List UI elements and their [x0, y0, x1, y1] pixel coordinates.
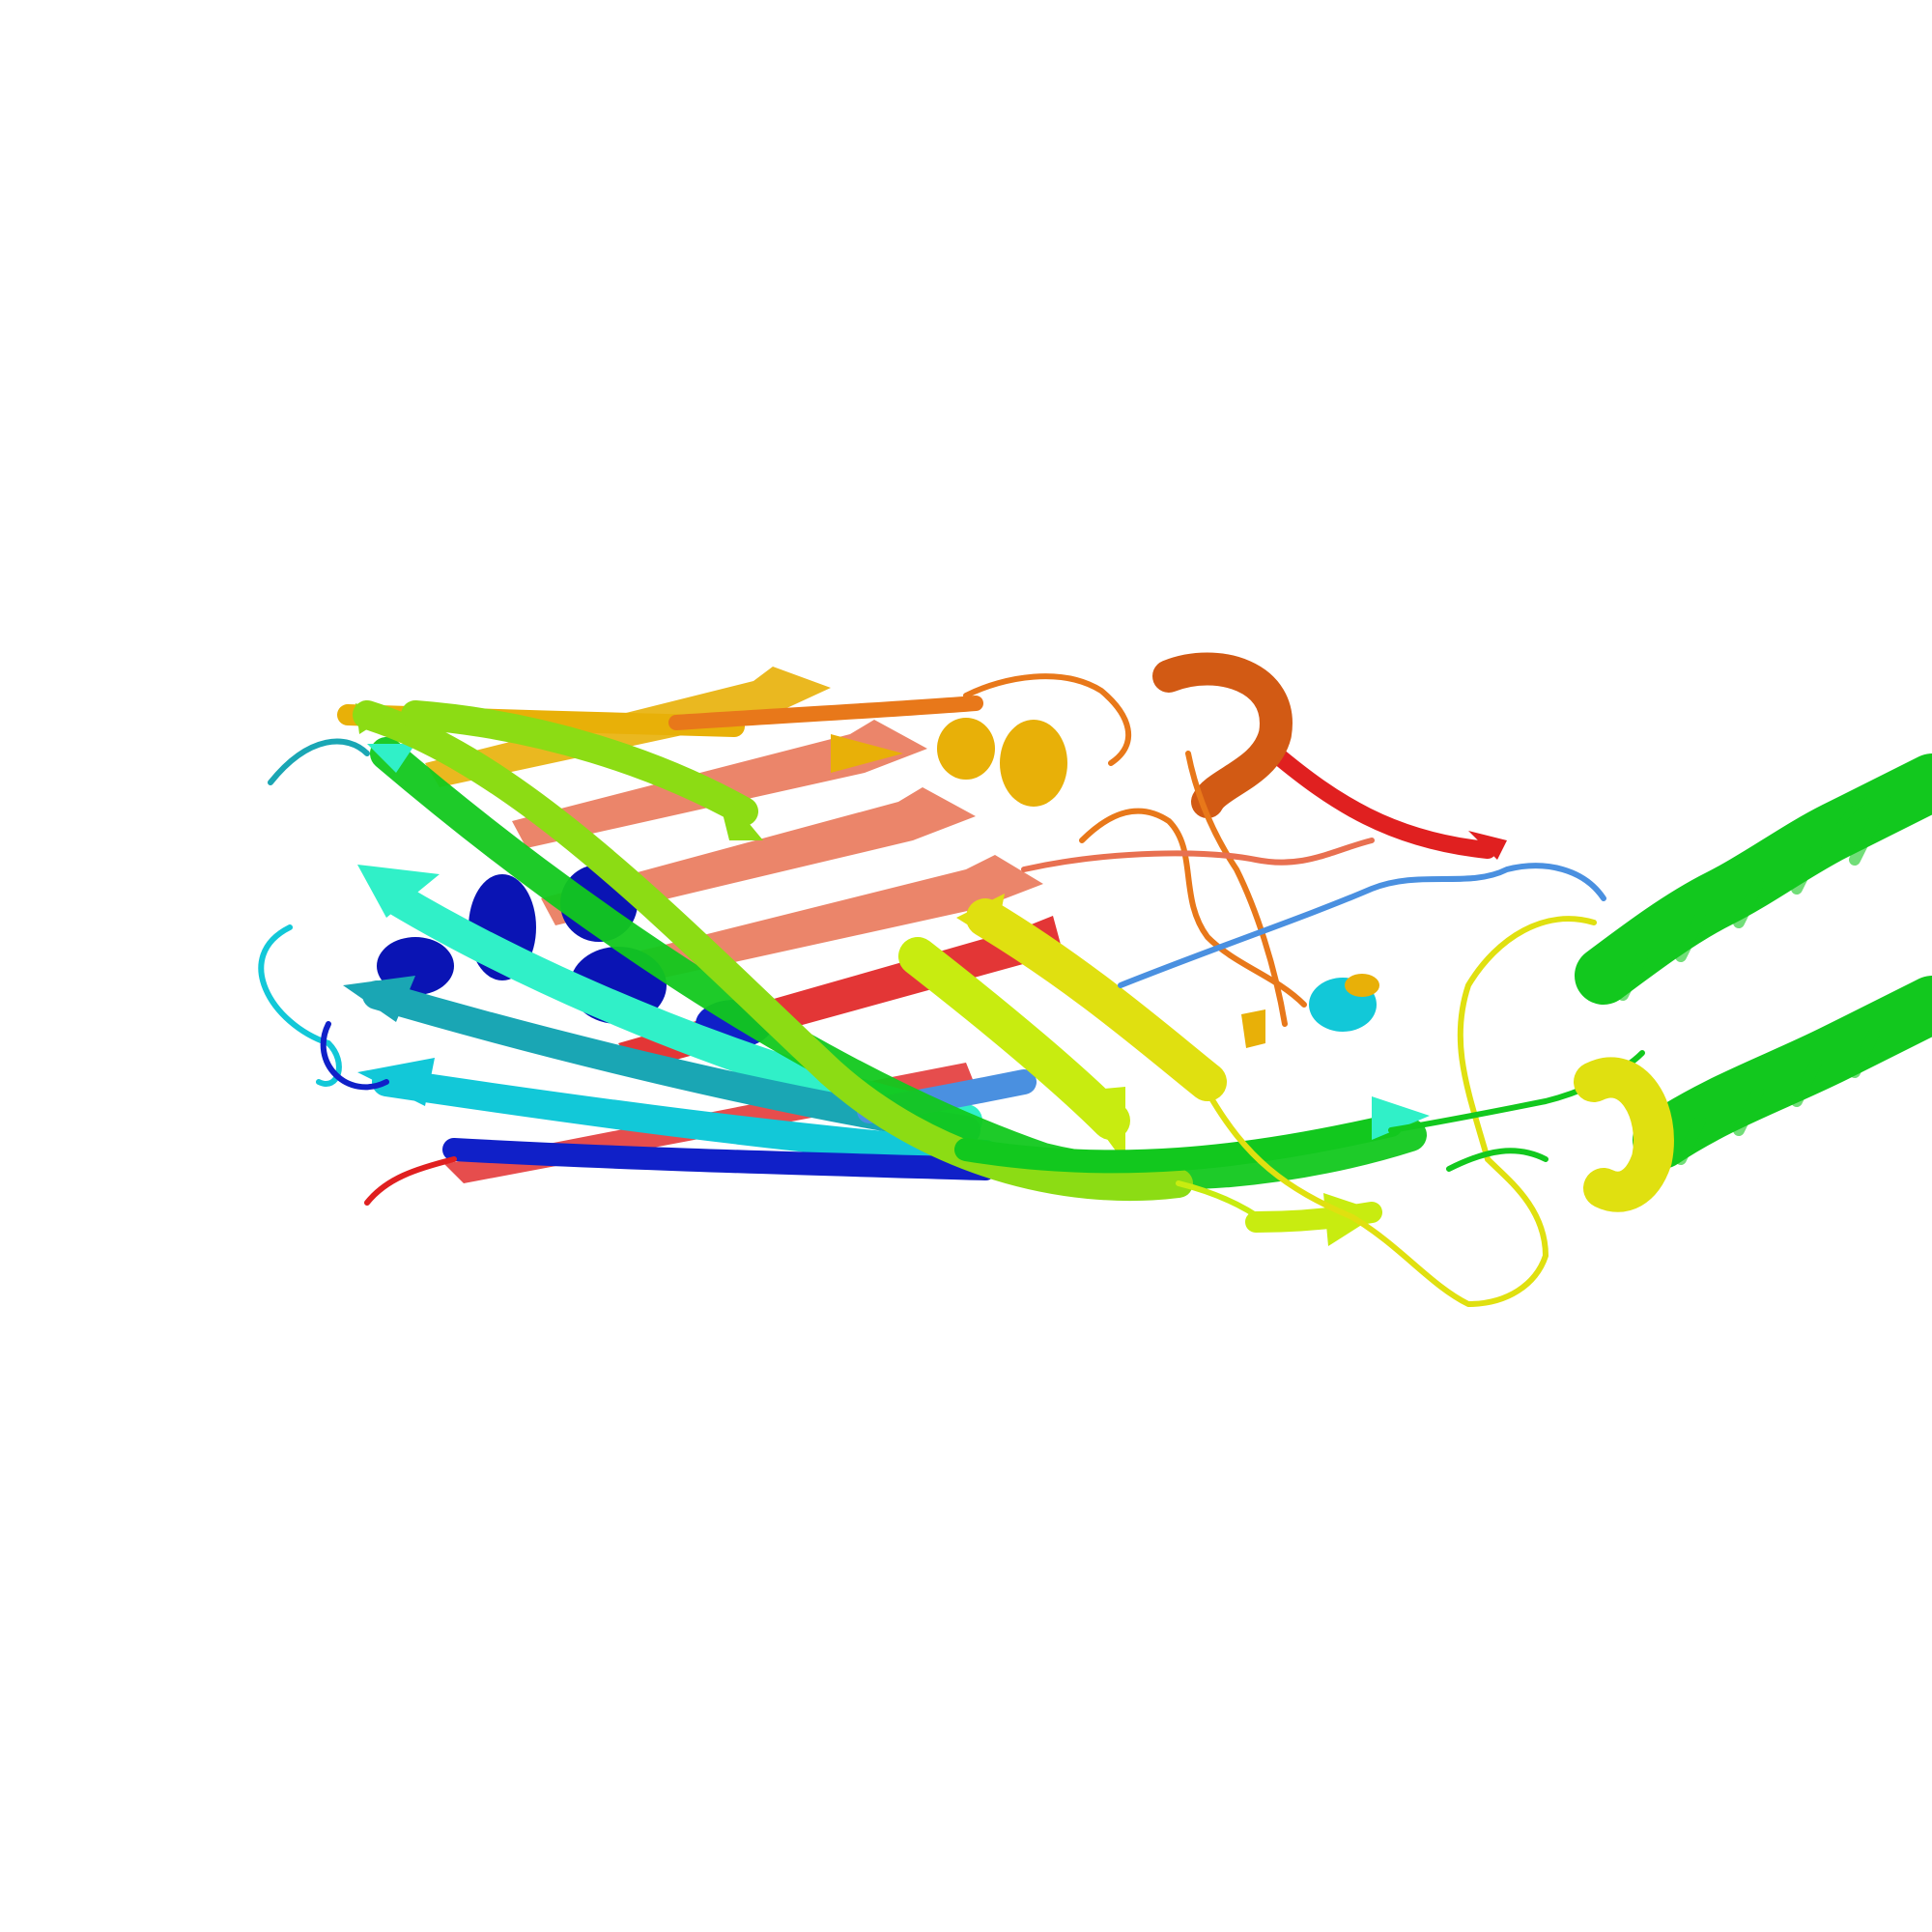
beta-strand-right-red-arrow — [1468, 831, 1507, 860]
front-sheet — [353, 700, 1430, 1246]
loop-salmon — [1021, 838, 1375, 872]
helix-green-upper — [1575, 753, 1932, 1005]
beta-strand-yellow-arrow — [956, 894, 1005, 942]
right-helices — [1574, 753, 1932, 1212]
beta-strand-blue — [442, 1138, 997, 1180]
beta-strand-yellow — [966, 898, 1227, 1101]
beta-strand-chartreuse-arrow — [1072, 1087, 1125, 1164]
strand-tiny-gold — [1241, 1009, 1265, 1048]
loop-green-2 — [1446, 1148, 1548, 1172]
loop-yellow-1 — [1205, 1089, 1355, 1220]
helix-gold-1 — [937, 718, 995, 780]
beta-strand-teal-arrow — [343, 976, 415, 1022]
loop-red-bottom — [364, 1156, 457, 1206]
loop-orange-1 — [963, 673, 1131, 766]
loop-orange-2 — [1079, 808, 1307, 1008]
loop-yellow-3 — [1457, 916, 1597, 1162]
helix-green-lower — [1633, 976, 1932, 1169]
helix-yellow-right — [1574, 1057, 1674, 1212]
helix-gold-2 — [1000, 720, 1067, 807]
beta-strand-lime-diagonal — [353, 700, 1193, 1202]
helix-green-upper-turns — [1617, 815, 1880, 1001]
beta-strand-cyan-1-arrow — [357, 865, 440, 918]
beta-strand-sky-arrow — [357, 1058, 435, 1106]
beta-strand-sky — [372, 1067, 1000, 1169]
helix-gold-small — [1345, 974, 1379, 997]
loop-yellow-2 — [1350, 1156, 1548, 1307]
loop-teal-left — [268, 738, 370, 785]
helix-orange — [1152, 652, 1293, 818]
helix-green-lower-turns — [1675, 1028, 1880, 1165]
beta-strand-top-orange — [668, 696, 983, 730]
beta-strand-green-bottom-arrow — [1372, 1096, 1430, 1140]
loop-cyan-left — [258, 924, 342, 1087]
loop-chartreuse — [1176, 1180, 1268, 1225]
small-helices — [937, 652, 1379, 1048]
beta-strand-green-diagonal-1-arrow — [367, 744, 415, 773]
beta-strand-lime-arrow-top — [355, 703, 386, 734]
beta-strand-top-gold-arrow — [831, 734, 903, 773]
beta-strand-green-upper-arrow — [715, 782, 763, 840]
beta-strand-right-red — [1266, 745, 1496, 859]
loops — [258, 673, 1645, 1307]
beta-strand-green-upper — [401, 700, 758, 826]
beta-strand-green-bottom — [954, 1114, 1403, 1174]
beta-strand-green-diagonal-1 — [370, 737, 1427, 1190]
loop-sky-blue — [1118, 863, 1606, 988]
loop-green-top — [1833, 795, 1896, 834]
loop-orange-3 — [1185, 751, 1288, 1027]
loop-blue-left — [320, 1021, 389, 1091]
